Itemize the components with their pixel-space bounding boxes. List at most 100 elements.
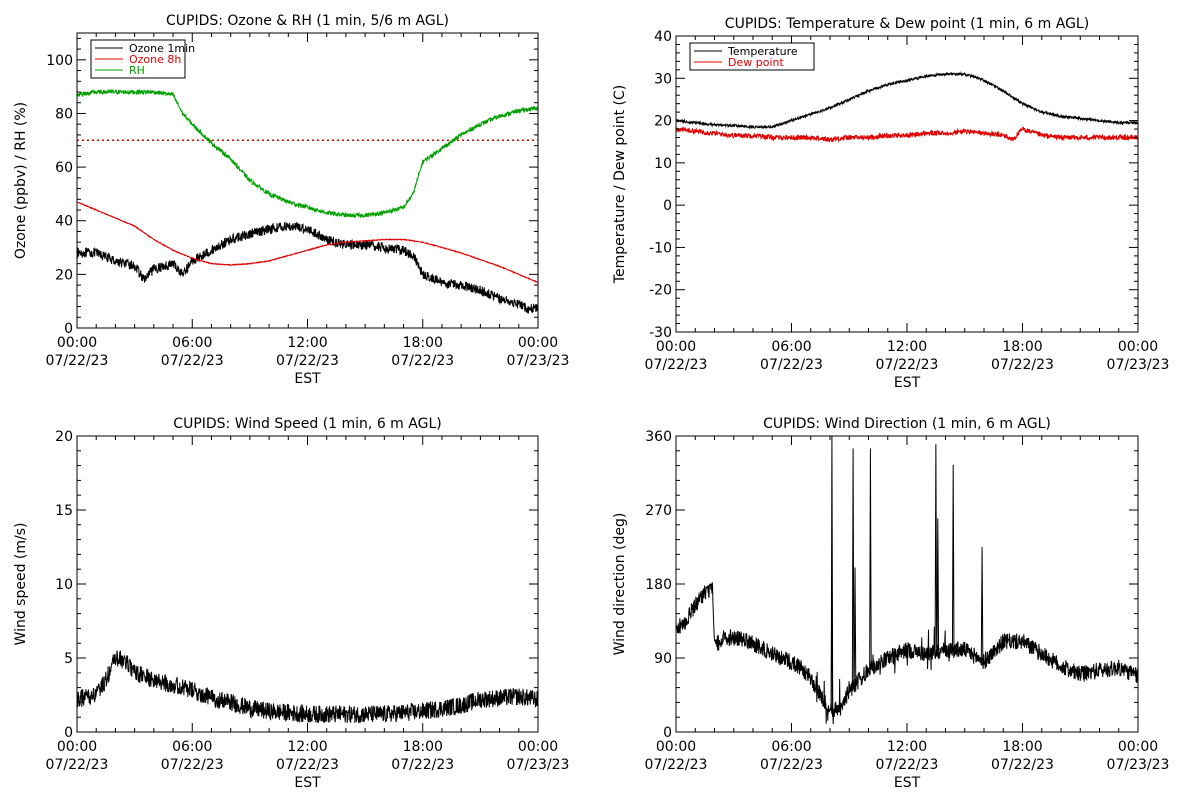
series-line-2 [76,201,539,283]
y-tick-label: 0 [663,198,672,214]
chart-title: CUPIDS: Ozone & RH (1 min, 5/6 m AGL) [166,13,449,29]
x-tick-time: 06:00 [172,335,212,351]
x-tick-date: 07/22/23 [46,757,109,773]
y-tick-label: 5 [64,651,73,667]
x-tick-time: 12:00 [287,739,327,755]
data-spike [830,575,834,711]
x-tick-time: 18:00 [1002,339,1042,355]
x-tick-date: 07/22/23 [645,357,708,373]
series-line-1 [675,71,1139,130]
chart-panel-3: CUPIDS: Wind Speed (1 min, 6 m AGL) 0 5 10 1… [13,416,569,791]
y-tick-label: 40 [654,29,672,45]
legend-label: RH [129,64,145,77]
data-spike [980,546,984,661]
x-axis-label: EST [294,371,321,387]
y-tick-label: 0 [64,725,73,741]
plot-frame [675,435,1139,733]
x-tick-time: 00:00 [656,739,696,755]
data-spike [869,448,872,670]
y-axis-label: Ozone (ppbv) / RH (%) [13,102,29,259]
y-tick-label: 20 [55,429,73,445]
legend-label: Dew point [728,56,784,69]
y-tick-label: 20 [654,114,672,130]
x-tick-time: 00:00 [1118,339,1158,355]
x-tick-date: 07/22/23 [876,357,939,373]
x-tick-date: 07/23/23 [507,353,570,369]
x-tick-date: 07/22/23 [760,757,823,773]
x-tick-time: 00:00 [57,335,97,351]
x-tick-date: 07/22/23 [161,353,224,369]
y-tick-label: 0 [64,321,73,337]
x-tick-date: 07/23/23 [507,757,570,773]
data-spike [951,464,955,650]
x-tick-time: 12:00 [887,739,927,755]
x-tick-date: 07/23/23 [1107,357,1170,373]
data-spike [851,448,855,687]
legend-box [689,42,815,71]
y-tick-label: 360 [645,429,672,445]
y-tick-label: 15 [55,503,73,519]
chart-panel-2: CUPIDS: Temperature & Dew point (1 min, … [612,16,1169,391]
y-tick-label: 40 [55,214,73,230]
data-spike [853,567,857,685]
y-tick-label: 100 [46,53,73,69]
x-axis-label: EST [894,375,921,391]
plot-frame [76,435,539,733]
y-tick-label: 80 [55,106,73,122]
x-tick-time: 18:00 [403,739,443,755]
x-tick-date: 07/22/23 [276,757,339,773]
x-tick-date: 07/23/23 [1107,757,1170,773]
y-tick-label: 0 [663,725,672,741]
x-tick-time: 00:00 [656,339,696,355]
x-tick-date: 07/22/23 [876,757,939,773]
series-line-1 [76,221,539,314]
y-tick-label: -30 [649,325,672,341]
chart-panel-1: CUPIDS: Ozone & RH (1 min, 5/6 m AGL) 0 20… [13,13,569,387]
x-tick-time: 12:00 [287,335,327,351]
legend-label: Temperature [727,45,798,58]
x-tick-date: 07/22/23 [161,757,224,773]
x-tick-date: 07/22/23 [391,353,454,369]
y-tick-label: -20 [649,283,672,299]
y-tick-label: 30 [654,71,672,87]
series-line-1 [675,582,1139,725]
x-tick-date: 07/22/23 [391,757,454,773]
y-tick-label: -10 [649,240,672,256]
x-tick-date: 07/22/23 [991,357,1054,373]
x-tick-date: 07/22/23 [276,353,339,369]
y-tick-label: 180 [645,577,672,593]
legend-label: Ozone 8h [129,53,181,66]
y-tick-label: 60 [55,160,73,176]
chart-panel-4: CUPIDS: Wind Direction (1 min, 6 m AGL) 0… [612,416,1169,791]
x-tick-time: 18:00 [1002,739,1042,755]
y-tick-label: 270 [645,503,672,519]
chart-title: CUPIDS: Temperature & Dew point (1 min, … [725,16,1089,32]
x-tick-time: 06:00 [172,739,212,755]
x-axis-label: EST [294,775,321,791]
y-axis-label: Temperature / Dew point (C) [612,85,628,284]
x-tick-date: 07/22/23 [46,353,109,369]
x-tick-time: 12:00 [887,339,927,355]
x-tick-time: 00:00 [518,739,558,755]
series-line-1 [76,650,539,724]
x-tick-time: 00:00 [1118,739,1158,755]
data-spike [936,518,940,652]
y-tick-label: 20 [55,267,73,283]
y-tick-label: 90 [654,651,672,667]
series-line-2 [675,125,1139,144]
chart-title: CUPIDS: Wind Direction (1 min, 6 m AGL) [763,416,1051,432]
series-line-3 [76,88,539,219]
x-tick-time: 06:00 [771,339,811,355]
x-tick-date: 07/22/23 [991,757,1054,773]
y-axis-label: Wind direction (deg) [612,513,628,656]
x-tick-time: 06:00 [771,739,811,755]
x-tick-date: 07/22/23 [760,357,823,373]
legend-label: Ozone 1min [129,42,195,55]
chart-title: CUPIDS: Wind Speed (1 min, 6 m AGL) [173,416,441,432]
x-tick-time: 18:00 [403,335,443,351]
x-tick-date: 07/22/23 [645,757,708,773]
y-axis-label: Wind speed (m/s) [13,523,29,646]
x-axis-label: EST [894,775,921,791]
